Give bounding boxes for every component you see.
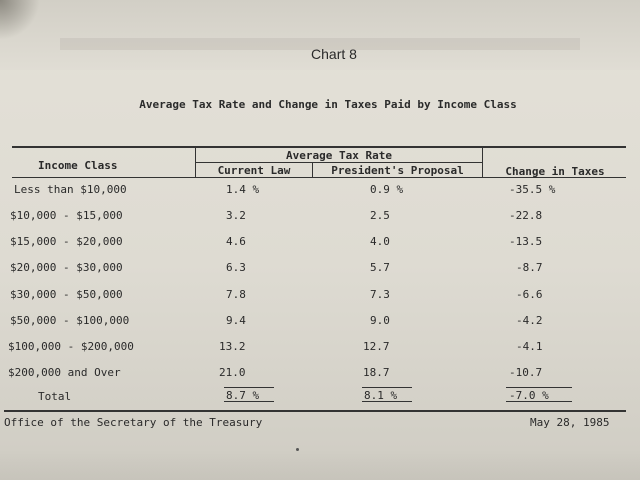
previous-page-bleed <box>0 0 640 70</box>
footer-source: Office of the Secretary of the Treasury <box>4 416 263 429</box>
row-proposal: 4.0 <box>370 235 390 248</box>
footer-date: May 28, 1985 <box>530 416 610 429</box>
total-label: Total <box>38 390 72 403</box>
bleed-band <box>60 38 580 50</box>
header-divider <box>195 148 196 178</box>
page-shadow <box>0 450 640 480</box>
row-income-class: $10,000 - $15,000 <box>10 209 123 222</box>
header-change-in-taxes: Change in Taxes <box>505 165 605 178</box>
total-underline <box>362 387 412 388</box>
header-divider <box>482 148 483 178</box>
row-change: -4.1 <box>516 340 543 353</box>
row-change: -35.5 % <box>509 183 556 196</box>
row-current-law: 7.8 <box>226 288 246 301</box>
paper-speck <box>296 448 299 451</box>
total-change: -7.0 % <box>509 389 549 402</box>
row-change: -13.5 <box>509 235 543 248</box>
shadow-corner <box>0 0 40 40</box>
row-change: -10.7 <box>509 366 543 379</box>
header-average-tax-rate: Average Tax Rate <box>286 149 392 162</box>
row-proposal: 12.7 <box>363 340 390 353</box>
row-change: -6.6 <box>516 288 543 301</box>
row-income-class: $15,000 - $20,000 <box>10 235 123 248</box>
total-current-law: 8.7 % <box>226 389 260 402</box>
row-current-law: 6.3 <box>226 261 246 274</box>
row-proposal: 9.0 <box>370 314 390 327</box>
total-underline <box>506 387 572 388</box>
footer-rule <box>4 410 626 412</box>
row-current-law: 4.6 <box>226 235 246 248</box>
row-current-law: 3.2 <box>226 209 246 222</box>
row-change: -22.8 <box>509 209 543 222</box>
row-current-law: 13.2 <box>219 340 246 353</box>
row-income-class: $200,000 and Over <box>8 366 121 379</box>
row-proposal: 0.9 % <box>370 183 404 196</box>
row-proposal: 2.5 <box>370 209 390 222</box>
header-bottom-rule <box>12 177 626 178</box>
row-proposal: 7.3 <box>370 288 390 301</box>
row-current-law: 21.0 <box>219 366 246 379</box>
total-underline <box>224 387 274 388</box>
row-income-class: Less than $10,000 <box>14 183 127 196</box>
total-double-underline <box>506 401 572 402</box>
row-proposal: 18.7 <box>363 366 390 379</box>
table-top-rule <box>12 146 626 148</box>
row-proposal: 5.7 <box>370 261 390 274</box>
header-divider <box>312 163 313 178</box>
row-income-class: $50,000 - $100,000 <box>10 314 130 327</box>
total-proposal: 8.1 % <box>364 389 398 402</box>
total-double-underline <box>362 401 412 402</box>
header-income-class: Income Class <box>38 159 118 172</box>
row-income-class: $100,000 - $200,000 <box>8 340 134 353</box>
header-proposal: President's Proposal <box>331 164 464 177</box>
avg-rate-underline <box>196 162 482 163</box>
row-change: -8.7 <box>516 261 543 274</box>
chart-title: Chart 8 <box>311 46 357 62</box>
header-current-law: Current Law <box>217 164 291 177</box>
total-double-underline <box>224 401 274 402</box>
row-current-law: 1.4 % <box>226 183 260 196</box>
row-change: -4.2 <box>516 314 543 327</box>
row-current-law: 9.4 <box>226 314 246 327</box>
row-income-class: $20,000 - $30,000 <box>10 261 123 274</box>
row-income-class: $30,000 - $50,000 <box>10 288 123 301</box>
table-subtitle: Average Tax Rate and Change in Taxes Pai… <box>139 98 517 111</box>
